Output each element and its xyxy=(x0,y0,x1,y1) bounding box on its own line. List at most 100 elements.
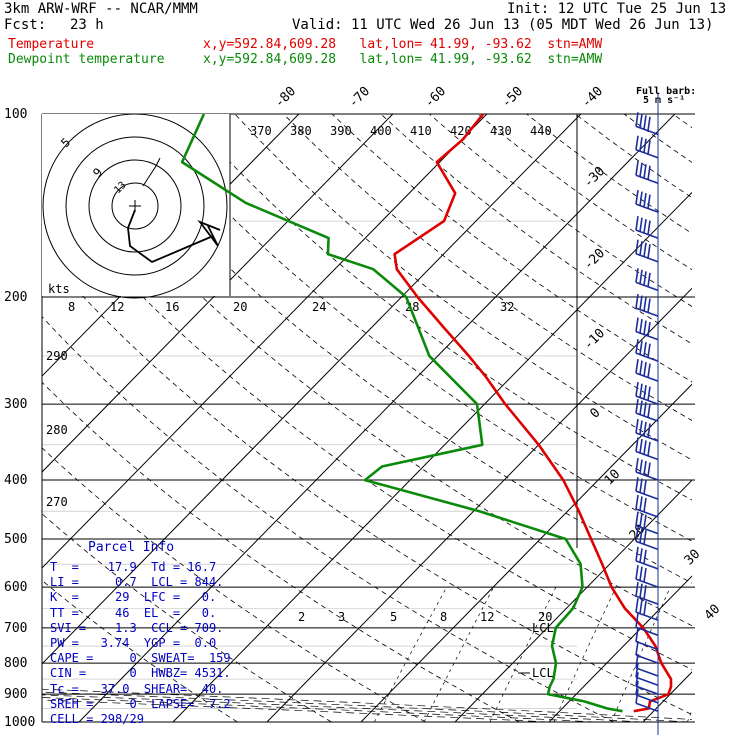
dry-adiabat-440 xyxy=(623,114,692,163)
hodograph-unit-label: kts xyxy=(48,282,70,296)
wind-barb-flag xyxy=(639,438,643,454)
pressure-label-400: 400 xyxy=(4,473,27,488)
wind-barb-flag xyxy=(639,599,643,614)
pressure-label-800: 800 xyxy=(4,656,27,671)
temperature-location: x,y=592.84,609.28 lat,lon= 41.99, -93.62… xyxy=(203,37,603,52)
wind-barb-flag xyxy=(635,339,639,354)
wind-barb-flag xyxy=(643,192,647,208)
pressure-label-600: 600 xyxy=(4,580,27,595)
hodograph-speed-label-2: 16 xyxy=(165,300,179,314)
wind-barb-flag xyxy=(643,480,647,495)
wind-barb-flag xyxy=(639,383,643,398)
wind-barb-flag xyxy=(643,514,647,529)
lcl-label-1: LCL xyxy=(532,621,554,635)
dewpoint-location: x,y=592.84,609.28 lat,lon= 41.99, -93.62… xyxy=(203,52,603,67)
hodograph-background xyxy=(42,114,230,296)
hodograph-storm-motion xyxy=(142,157,161,187)
pressure-label-500: 500 xyxy=(4,532,27,547)
wind-barb-760 xyxy=(635,627,659,651)
temperature-profile xyxy=(393,113,673,713)
forecast-label: Fcst: xyxy=(4,17,47,33)
wind-barb-flag xyxy=(639,420,643,435)
full-barb-label: Full barb: xyxy=(636,86,696,97)
wind-barb-flag xyxy=(635,672,639,687)
parcel-info-row: PW = 3.74 YGP = 0.0 xyxy=(50,636,217,650)
dry-adiabat-460 xyxy=(721,114,740,722)
wind-barb-flag xyxy=(647,423,651,438)
wind-barb-flag xyxy=(639,496,643,511)
wind-barb-flag xyxy=(639,400,643,415)
wind-barb-flag xyxy=(643,115,647,130)
wind-barb-flag xyxy=(643,440,647,455)
wind-barb-flag xyxy=(647,140,651,155)
hodograph-speed-label-3: 20 xyxy=(233,300,247,314)
wind-barb-flag xyxy=(639,162,643,177)
wind-barb-flag xyxy=(635,546,639,562)
isotherm--20 xyxy=(266,287,692,722)
hodograph-ring-2 xyxy=(65,136,205,276)
hodograph-ring-1 xyxy=(88,159,182,253)
isotherm-10 xyxy=(548,575,692,722)
wind-barb-flag xyxy=(643,460,647,476)
wind-barb-flag xyxy=(647,194,651,209)
wind-barb-shaft xyxy=(635,654,659,664)
pressure-label-200: 200 xyxy=(4,290,27,305)
wind-barb-400 xyxy=(635,457,659,481)
mixing-ratio-label-4: 12 xyxy=(480,610,494,624)
wind-barb-flag xyxy=(639,566,643,581)
theta-label-410: 410 xyxy=(410,124,432,138)
wind-barb-flag xyxy=(639,583,643,598)
dry-adiabat-420 xyxy=(526,114,692,234)
wind-barb-flag xyxy=(635,359,639,374)
wind-barb-flag xyxy=(635,399,639,414)
dry-adiabat-400 xyxy=(429,114,692,307)
wind-barb-930 xyxy=(635,680,659,704)
wind-barb-flag xyxy=(639,113,643,128)
wind-barb-900 xyxy=(635,672,659,695)
wind-barb-flag xyxy=(647,343,651,358)
mixing-ratio-5 xyxy=(489,586,557,722)
wind-barb-flag xyxy=(643,218,647,234)
mixing-ratio-label-2: 5 xyxy=(390,610,397,624)
mixing-ratio-label-1: 3 xyxy=(338,610,345,624)
wind-barb-flag xyxy=(639,295,643,310)
isotherm-label-right-1: -20 xyxy=(581,246,608,273)
mixing-ratio-3 xyxy=(423,586,495,722)
dry-adiabat-290 xyxy=(42,316,614,722)
isotherm--40 xyxy=(78,114,676,722)
theta-left-label-0: 290 xyxy=(46,349,68,363)
wind-barb-870 xyxy=(635,663,659,686)
theta-label-400: 400 xyxy=(370,124,392,138)
wind-barb-flag xyxy=(639,360,643,375)
parcel-info-row: Tc = 37.0 SHEAR= 40. xyxy=(50,681,224,696)
isotherm--60 xyxy=(42,114,488,569)
dewpoint-legend: Dewpoint temperature xyxy=(8,52,165,67)
isotherm--30 xyxy=(172,191,692,722)
model-title: 3km ARW-WRF -- NCAR/MMM xyxy=(4,1,198,17)
wind-barb-flag xyxy=(643,271,647,286)
wind-barb-flag xyxy=(643,362,647,377)
wind-barb-flag xyxy=(647,441,651,457)
wind-barb-flag xyxy=(639,137,643,152)
pressure-label-700: 700 xyxy=(4,621,27,636)
wind-barb-520 xyxy=(635,527,659,551)
dry-adiabat-260 xyxy=(42,513,332,722)
wind-barb-flag xyxy=(647,165,651,180)
wind-barb-flag xyxy=(643,320,647,335)
wind-barb-flag xyxy=(639,241,643,256)
isotherm--10 xyxy=(360,383,692,722)
wind-barb-flag xyxy=(647,403,651,418)
theta-left-label-2: 270 xyxy=(46,495,68,509)
wind-barb-flag xyxy=(639,217,643,232)
wind-barb-flag xyxy=(635,215,639,231)
wind-barb-flag xyxy=(635,680,639,695)
wind-barb-flag xyxy=(635,627,639,642)
wind-barb-600 xyxy=(635,565,659,588)
wind-barb-flag xyxy=(635,565,639,580)
pressure-label-100: 100 xyxy=(4,107,27,122)
wind-barb-flag xyxy=(639,459,643,474)
wind-barb-flag xyxy=(647,298,651,313)
wind-barb-flag xyxy=(643,585,647,600)
wind-barb-flag xyxy=(639,478,643,493)
valid-time: Valid: 11 UTC Wed 26 Jun 13 (05 MDT Wed … xyxy=(292,17,714,33)
